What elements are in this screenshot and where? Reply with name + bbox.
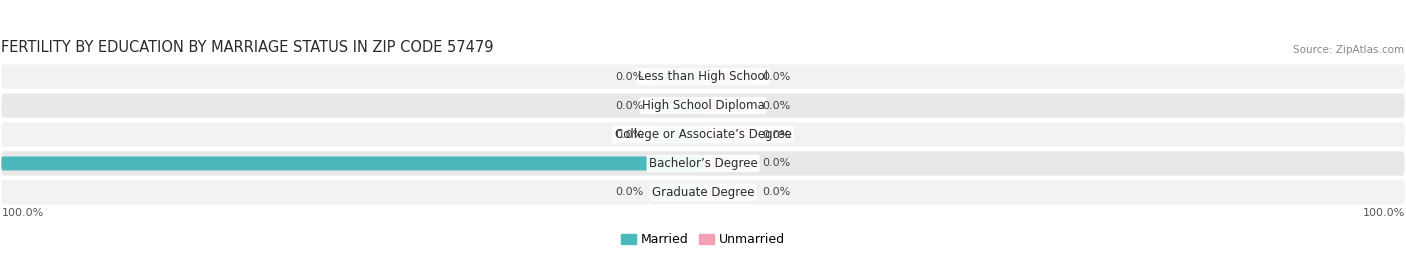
Legend: Married, Unmarried: Married, Unmarried xyxy=(616,228,790,251)
Text: 0.0%: 0.0% xyxy=(614,129,644,140)
FancyBboxPatch shape xyxy=(654,70,703,83)
FancyBboxPatch shape xyxy=(703,98,752,112)
Text: Graduate Degree: Graduate Degree xyxy=(652,186,754,199)
FancyBboxPatch shape xyxy=(703,70,752,83)
Text: 0.0%: 0.0% xyxy=(762,72,792,82)
FancyBboxPatch shape xyxy=(703,157,752,171)
FancyBboxPatch shape xyxy=(1,157,703,171)
Text: Source: ZipAtlas.com: Source: ZipAtlas.com xyxy=(1294,45,1405,55)
Text: 100.0%: 100.0% xyxy=(1362,208,1405,218)
Text: 0.0%: 0.0% xyxy=(762,158,792,168)
FancyBboxPatch shape xyxy=(703,128,752,141)
FancyBboxPatch shape xyxy=(1,93,1405,118)
Text: 0.0%: 0.0% xyxy=(762,187,792,197)
Text: 100.0%: 100.0% xyxy=(1,208,44,218)
FancyBboxPatch shape xyxy=(1,151,1405,176)
Text: 0.0%: 0.0% xyxy=(614,101,644,111)
Text: 0.0%: 0.0% xyxy=(762,101,792,111)
FancyBboxPatch shape xyxy=(703,186,752,199)
FancyBboxPatch shape xyxy=(654,186,703,199)
FancyBboxPatch shape xyxy=(654,128,703,141)
Text: Bachelor’s Degree: Bachelor’s Degree xyxy=(648,157,758,170)
Text: High School Diploma: High School Diploma xyxy=(641,99,765,112)
Text: College or Associate’s Degree: College or Associate’s Degree xyxy=(614,128,792,141)
Text: 0.0%: 0.0% xyxy=(614,187,644,197)
FancyBboxPatch shape xyxy=(1,180,1405,205)
Text: Less than High School: Less than High School xyxy=(638,70,768,83)
FancyBboxPatch shape xyxy=(1,122,1405,147)
Text: 0.0%: 0.0% xyxy=(762,129,792,140)
FancyBboxPatch shape xyxy=(654,98,703,112)
FancyBboxPatch shape xyxy=(1,64,1405,89)
Text: 0.0%: 0.0% xyxy=(614,72,644,82)
Text: FERTILITY BY EDUCATION BY MARRIAGE STATUS IN ZIP CODE 57479: FERTILITY BY EDUCATION BY MARRIAGE STATU… xyxy=(1,40,494,55)
